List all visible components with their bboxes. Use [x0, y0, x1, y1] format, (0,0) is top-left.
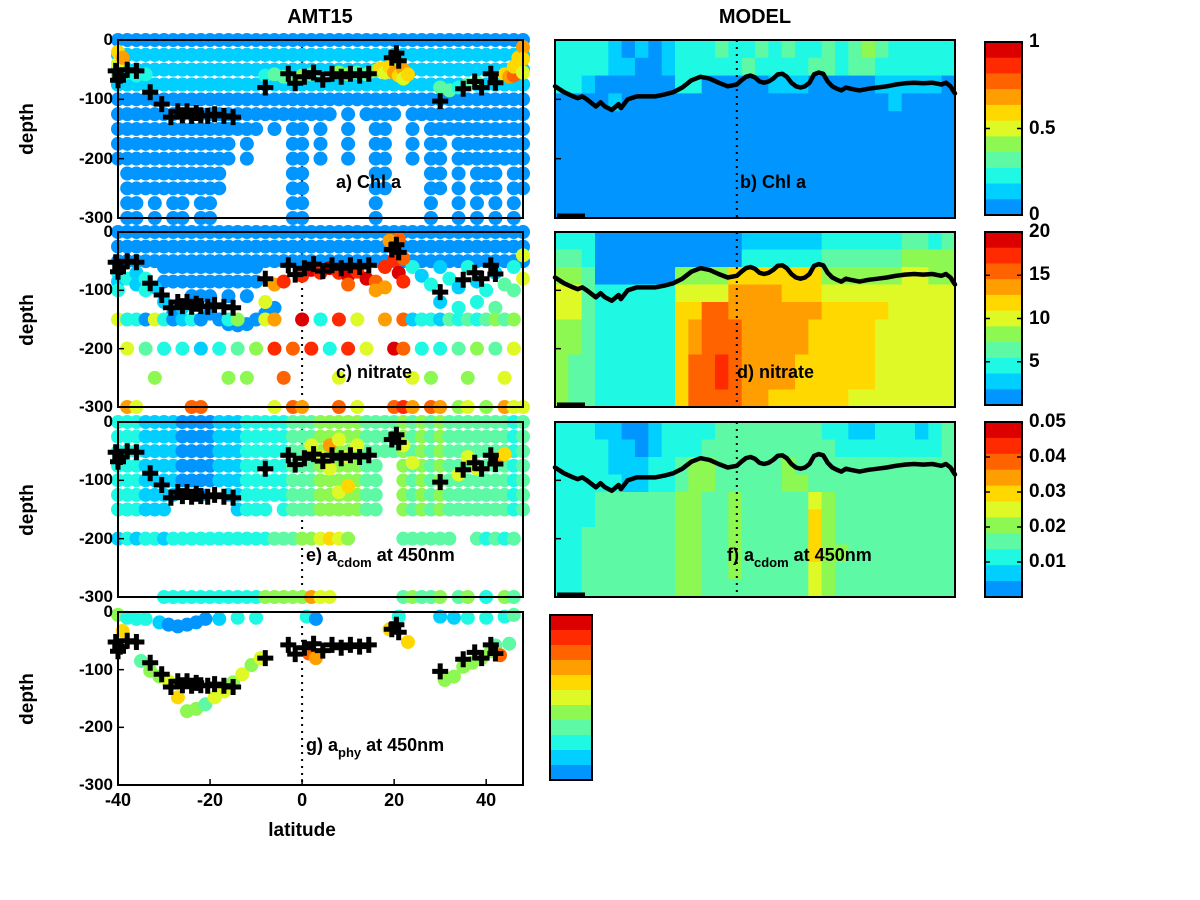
colorbar-tick-label: 20 — [1029, 221, 1051, 242]
panel-label-e: e) acdom at 450nm — [306, 545, 455, 570]
model-mld-line — [552, 70, 958, 113]
colorbar-tick-label: 0.04 — [1029, 446, 1066, 467]
panel-label-text: c) nitrate — [336, 362, 413, 382]
mld-plus-markers — [107, 426, 504, 506]
colorbar-tick-label: 1 — [1029, 31, 1040, 52]
colorbar-tick-label: 15 — [1029, 264, 1051, 286]
panel-a-scatter — [107, 33, 530, 225]
model-mld-line — [552, 451, 958, 494]
y-tick-label: -200 — [78, 528, 113, 548]
y-tick-label: -100 — [78, 470, 113, 490]
y-tick-label: -100 — [78, 280, 113, 300]
colorbar-tick-label: 0.05 — [1029, 411, 1066, 432]
panel-label-subscript: cdom — [754, 555, 789, 570]
panel-label-c: c) nitrate — [336, 362, 412, 383]
y-tick-label: 0 — [103, 602, 113, 621]
y-tick-label: 0 — [103, 30, 113, 49]
colorbar-acdom — [984, 421, 1023, 598]
column-title-amt15: AMT15 — [287, 6, 353, 28]
panel-label-subscript: phy — [338, 745, 362, 760]
panel-label-text: e) a — [306, 545, 338, 565]
mld-plus-markers — [107, 236, 504, 316]
colorbar-tick-label: 0.03 — [1029, 481, 1066, 502]
panel-label-text: at 450nm — [788, 545, 872, 565]
x-tick-label: -40 — [104, 790, 132, 810]
x-tick-label: 40 — [476, 790, 497, 810]
panel-label-text: g) a — [306, 735, 339, 755]
colorbar-tick-label: 10 — [1029, 307, 1051, 329]
panel-b-heatmap — [552, 39, 958, 219]
y-tick-label: 0 — [103, 222, 113, 241]
colorbar-tick-label: 0 — [1029, 204, 1040, 225]
y-tick-label: -200 — [78, 338, 113, 358]
y-tick-label: 0 — [103, 412, 113, 431]
panel-label-g: g) aphy at 450nm — [306, 735, 445, 760]
panel-border — [117, 421, 524, 598]
panel-label-text: at 450nm — [371, 545, 455, 565]
panel-label-subscript: cdom — [337, 555, 372, 570]
colorbar-tick-label: 0.01 — [1029, 551, 1066, 572]
y-tick-label: -300 — [78, 397, 113, 416]
panel-label-f: f) acdom at 450nm — [727, 545, 872, 570]
y-axis-label-depth: depth — [17, 483, 38, 536]
y-tick-label: -200 — [78, 148, 113, 168]
panel-d-heatmap — [552, 231, 958, 408]
panel-label-text: at 450nm — [361, 735, 445, 755]
panel-border — [117, 39, 524, 219]
panel-e-scatter — [107, 415, 530, 604]
y-axis-label-depth: depth — [17, 103, 38, 155]
colorbar-nitrate — [984, 231, 1023, 406]
y-axis-label-depth: depth — [17, 293, 38, 346]
y-tick-label: -300 — [78, 208, 113, 227]
panel-label-text: f) a — [727, 545, 754, 565]
panel-f-heatmap — [552, 421, 958, 598]
y-tick-label: -100 — [78, 89, 113, 109]
colorbar-chl — [984, 41, 1023, 216]
y-tick-label: -300 — [78, 587, 113, 606]
y-tick-label: -300 — [78, 775, 113, 794]
panel-label-b: b) Chl a — [740, 172, 806, 193]
colorbar-tick-label: 5 — [1029, 350, 1040, 372]
panel-label-text: d) nitrate — [737, 362, 815, 382]
column-title-model: MODEL — [718, 6, 792, 28]
x-tick-label: -20 — [197, 790, 224, 810]
y-tick-label: -100 — [78, 659, 113, 679]
x-axis-label: latitude — [268, 820, 336, 841]
y-axis-label-depth: depth — [17, 672, 38, 725]
mld-plus-markers — [107, 45, 504, 126]
panel-border — [117, 611, 524, 786]
model-mld-line — [552, 261, 958, 304]
panel-c-scatter — [107, 225, 530, 414]
x-tick-label: 20 — [384, 790, 405, 810]
panel-label-text: b) Chl a — [740, 172, 806, 192]
x-tick-label: 0 — [297, 790, 308, 810]
panel-border — [554, 421, 956, 598]
panel-border — [554, 231, 956, 408]
panel-label-a: a) Chl a — [336, 172, 401, 193]
y-tick-label: -200 — [78, 717, 113, 737]
panel-g-scatter — [107, 607, 524, 786]
panel-border — [554, 39, 956, 219]
panel-label-text: a) Chl a — [336, 172, 402, 192]
colorbar-aphy — [549, 614, 593, 781]
colorbar-tick-label: 0.02 — [1029, 516, 1066, 537]
panel-border — [117, 231, 524, 408]
panel-label-d: d) nitrate — [737, 362, 814, 383]
colorbar-tick-label: 0.5 — [1029, 117, 1056, 139]
mld-plus-markers — [107, 616, 504, 695]
